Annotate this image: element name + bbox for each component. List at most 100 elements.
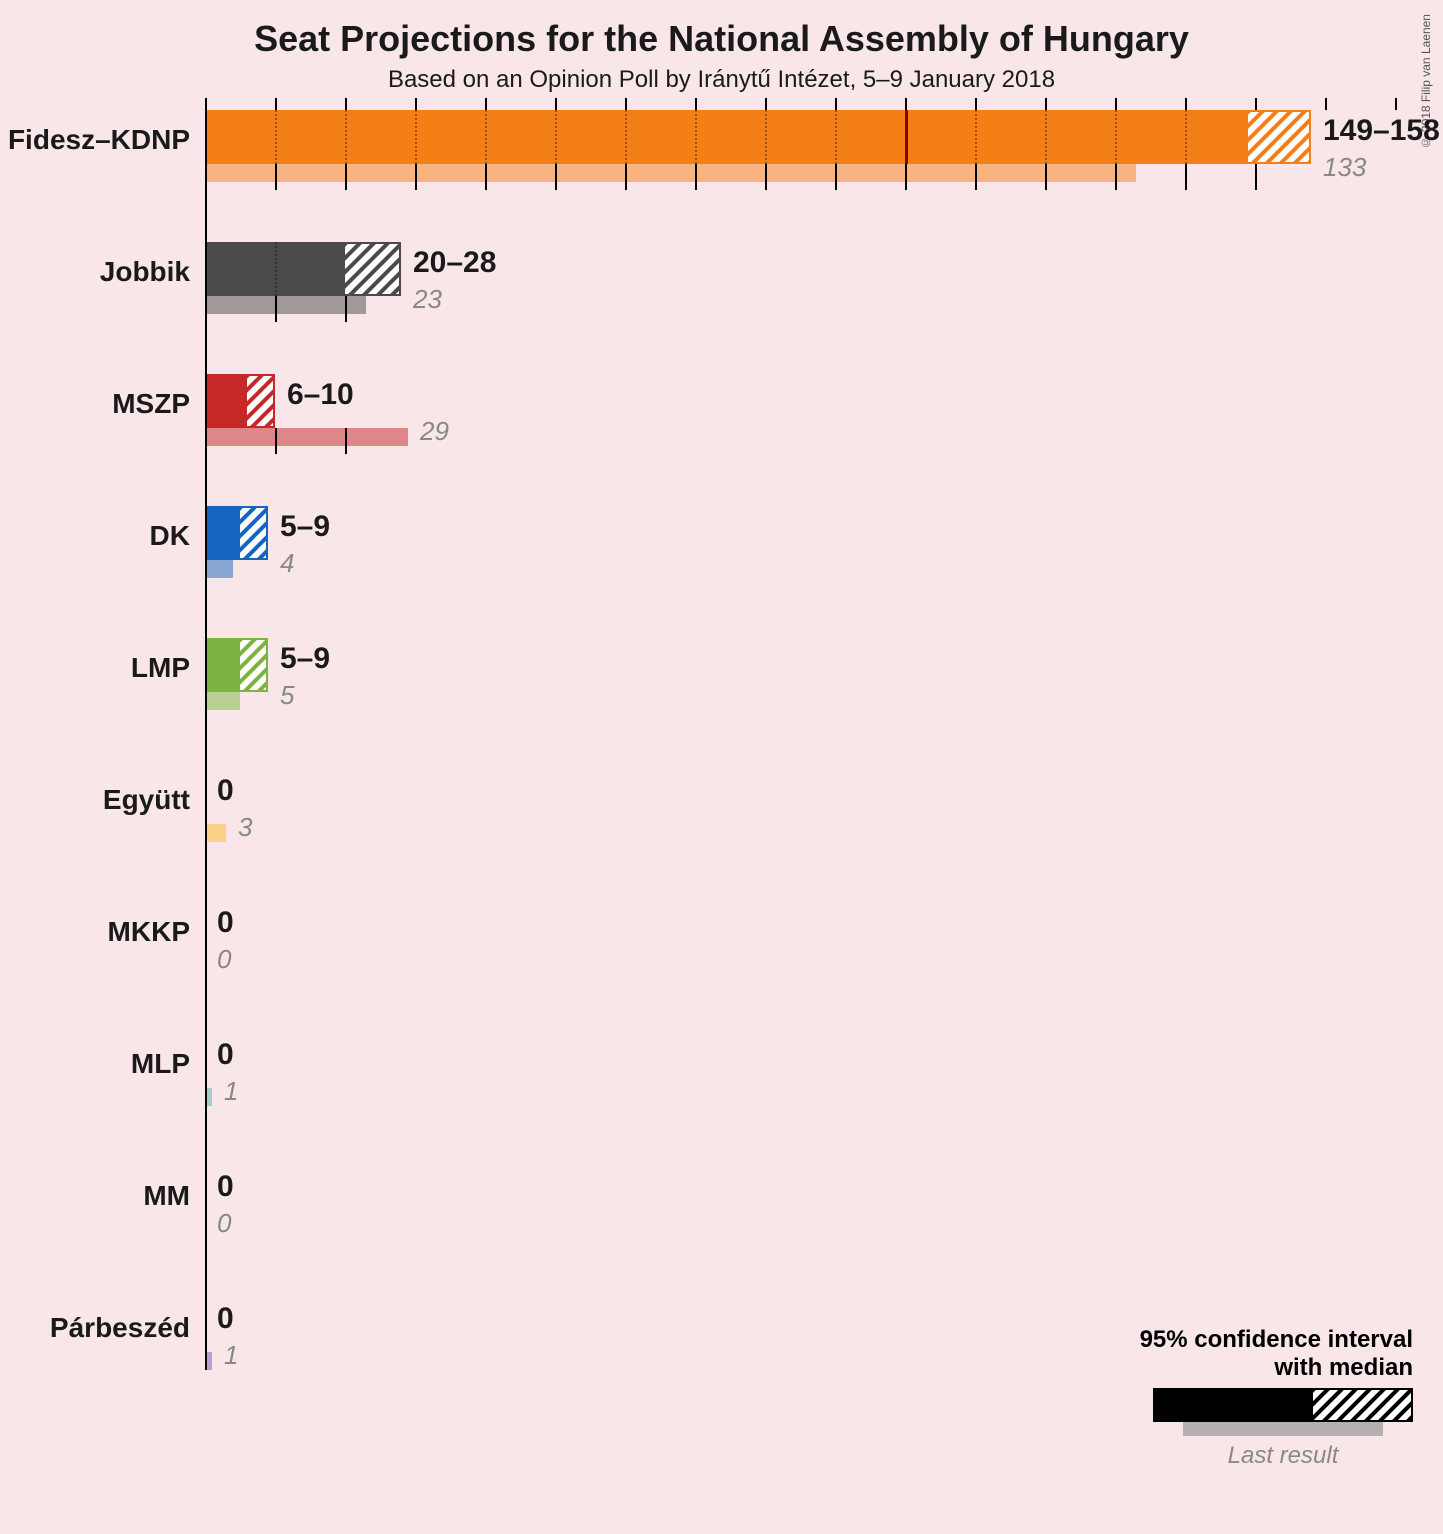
legend-bar-hatch — [1313, 1388, 1413, 1422]
value-last: 5 — [280, 680, 294, 711]
value-range: 149–158 — [1323, 114, 1440, 148]
value-last: 133 — [1323, 152, 1366, 183]
value-range: 5–9 — [280, 510, 330, 544]
grid-dotted — [555, 110, 557, 164]
grid-tick — [275, 296, 277, 322]
chart-area: Fidesz–KDNP149–158133Jobbik20–2823MSZP6–… — [0, 110, 1443, 1490]
grid-tick — [345, 428, 347, 454]
grid-dotted — [485, 110, 487, 164]
grid-dotted — [1045, 110, 1047, 164]
tick-top — [905, 98, 907, 110]
value-range: 0 — [217, 1038, 234, 1072]
grid-tick — [1045, 164, 1047, 190]
value-range: 0 — [217, 906, 234, 940]
grid-dotted — [975, 110, 977, 164]
grid-dotted — [1185, 110, 1187, 164]
party-row: MLP01 — [0, 1034, 1443, 1166]
value-last: 0 — [217, 944, 231, 975]
grid-tick — [1185, 164, 1187, 190]
value-last: 1 — [224, 1340, 238, 1371]
value-range: 20–28 — [413, 246, 496, 280]
grid-dotted — [345, 110, 347, 164]
chart-title: Seat Projections for the National Assemb… — [0, 0, 1443, 60]
tick-top — [275, 98, 277, 110]
value-range: 6–10 — [287, 378, 354, 412]
party-row: DK5–94 — [0, 506, 1443, 638]
grid-tick — [695, 164, 697, 190]
value-range: 0 — [217, 1170, 234, 1204]
value-last: 3 — [238, 812, 252, 843]
bar-hatch — [1248, 110, 1311, 164]
grid-tick — [765, 164, 767, 190]
grid-tick — [835, 164, 837, 190]
tick-top — [975, 98, 977, 110]
grid-tick — [345, 296, 347, 322]
tick-top — [485, 98, 487, 110]
legend: 95% confidence interval with median Last… — [1140, 1326, 1413, 1470]
tick-top — [1325, 98, 1327, 110]
tick-top — [1185, 98, 1187, 110]
party-row: LMP 5–9 5 — [0, 638, 1443, 770]
tick-top — [415, 98, 417, 110]
grid-dotted — [275, 242, 277, 296]
value-range: 5–9 — [280, 642, 330, 676]
party-label: Együtt — [103, 784, 190, 816]
party-label: Jobbik — [100, 256, 190, 288]
bar-solid — [205, 374, 247, 428]
party-row: Együtt 03 — [0, 770, 1443, 902]
bar-last — [205, 428, 408, 446]
grid-tick — [625, 164, 627, 190]
value-last: 23 — [413, 284, 442, 315]
grid-tick — [275, 428, 277, 454]
bar-solid — [205, 506, 240, 560]
bar-last — [205, 692, 240, 710]
bar-hatch — [240, 638, 268, 692]
legend-last-label: Last result — [1183, 1442, 1383, 1470]
tick-top — [345, 98, 347, 110]
y-axis — [205, 98, 207, 1370]
bar-last — [205, 824, 226, 842]
tick-top — [835, 98, 837, 110]
party-row: MM00 — [0, 1166, 1443, 1298]
grid-tick — [555, 164, 557, 190]
grid-tick — [905, 164, 907, 190]
party-row: Jobbik 20–28 23 — [0, 242, 1443, 374]
legend-line2: with median — [1140, 1354, 1413, 1382]
legend-bar-solid — [1153, 1388, 1313, 1422]
party-row: MSZP6–1029 — [0, 374, 1443, 506]
majority-line — [905, 110, 908, 164]
tick-top — [695, 98, 697, 110]
bar-hatch — [247, 374, 275, 428]
party-label: Párbeszéd — [50, 1312, 190, 1344]
bar-solid — [205, 110, 1248, 164]
party-label: MKKP — [108, 916, 190, 948]
legend-line1: 95% confidence interval — [1140, 1326, 1413, 1354]
grid-tick — [1255, 164, 1257, 190]
tick-top — [1045, 98, 1047, 110]
chart-subtitle: Based on an Opinion Poll by Iránytű Inté… — [0, 60, 1443, 94]
grid-dotted — [415, 110, 417, 164]
party-label: LMP — [131, 652, 190, 684]
party-row: MKKP 0 0 — [0, 902, 1443, 1034]
tick-top — [1115, 98, 1117, 110]
party-label: MLP — [131, 1048, 190, 1080]
grid-tick — [975, 164, 977, 190]
grid-dotted — [765, 110, 767, 164]
party-row: Fidesz–KDNP149–158133 — [0, 110, 1443, 242]
value-last: 4 — [280, 548, 294, 579]
legend-bar-last — [1183, 1422, 1383, 1436]
value-range: 0 — [217, 774, 234, 808]
party-label: MM — [143, 1180, 190, 1212]
grid-dotted — [695, 110, 697, 164]
tick-top — [1255, 98, 1257, 110]
grid-dotted — [625, 110, 627, 164]
grid-tick — [485, 164, 487, 190]
grid-dotted — [1115, 110, 1117, 164]
legend-bars — [1153, 1388, 1413, 1442]
party-label: MSZP — [112, 388, 190, 420]
bar-solid — [205, 638, 240, 692]
bar-last — [205, 296, 366, 314]
bar-hatch — [240, 506, 268, 560]
tick-top — [765, 98, 767, 110]
grid-tick — [1115, 164, 1117, 190]
